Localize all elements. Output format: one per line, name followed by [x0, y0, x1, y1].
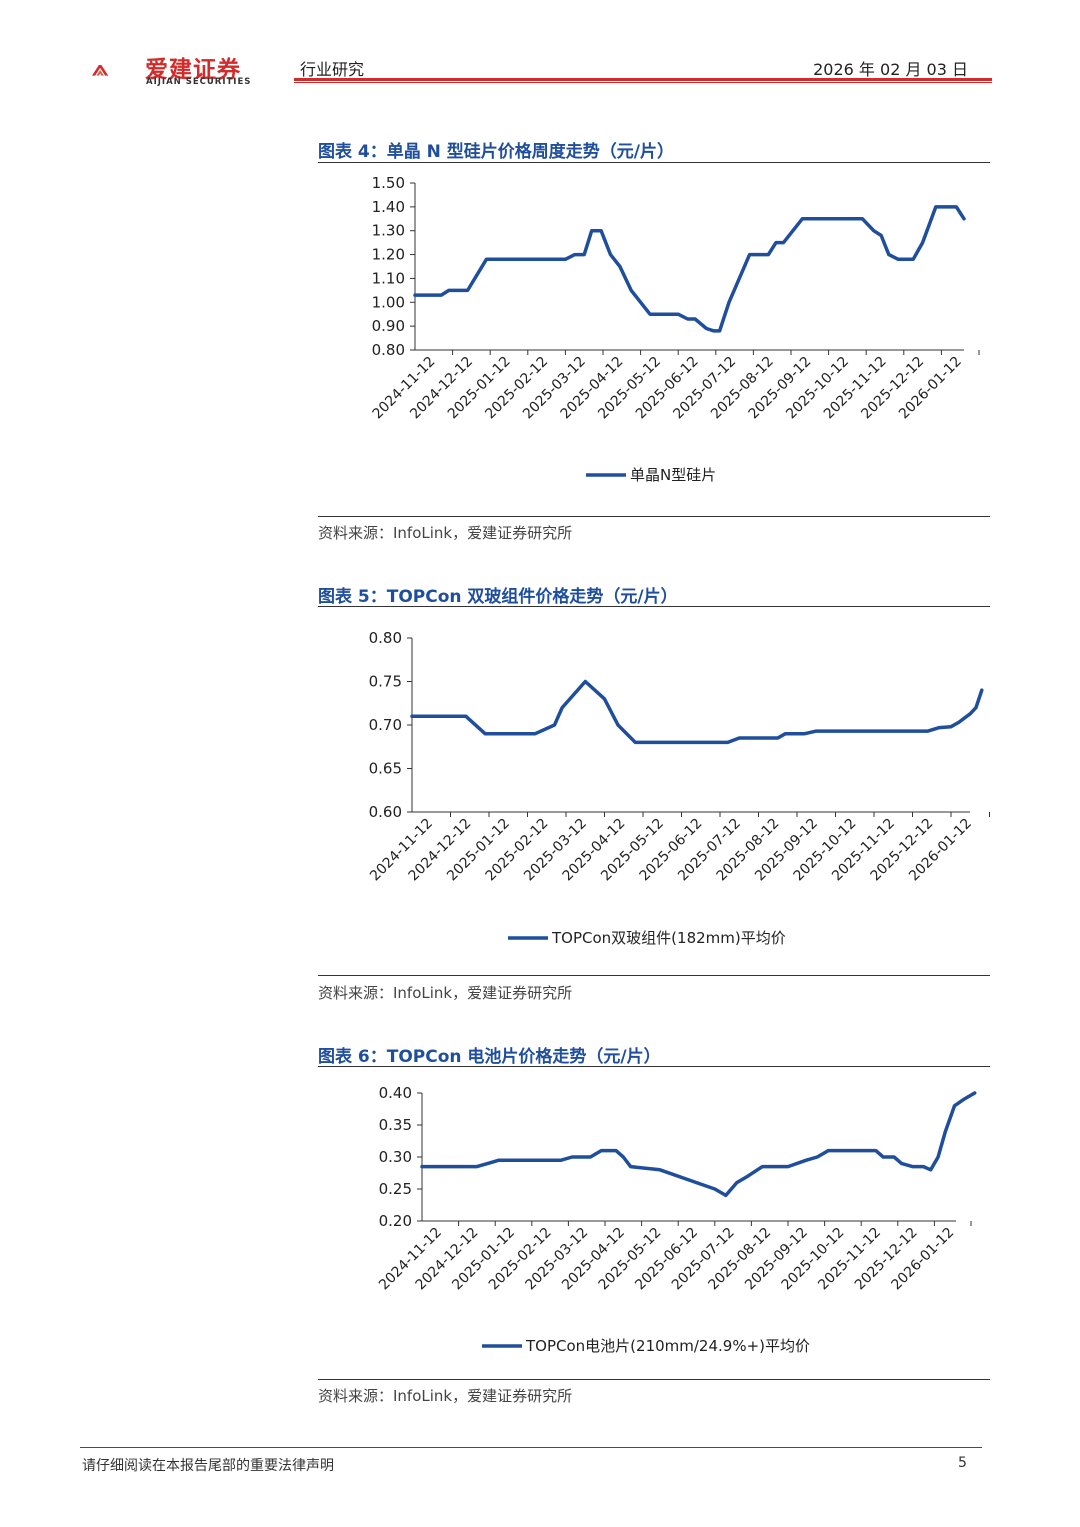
y-tick-label: 0.20 — [379, 1212, 412, 1230]
y-tick-label: 1.00 — [372, 293, 405, 311]
y-tick-label: 1.50 — [372, 174, 405, 192]
footer-divider — [80, 1447, 982, 1448]
figure-4-bottom-rule — [318, 516, 990, 517]
figure-6-title: 图表 6：TOPCon 电池片价格走势（元/片） — [318, 1047, 661, 1067]
y-tick-label: 1.30 — [372, 222, 405, 240]
y-tick-label: 0.60 — [369, 803, 402, 821]
company-logo-icon — [92, 65, 109, 76]
series-line — [420, 1091, 977, 1198]
figure-5-chart: 0.600.650.700.750.802024-11-122024-12-12… — [367, 629, 990, 947]
y-tick-label: 1.10 — [372, 269, 405, 287]
logo-cn-text: 爱建证券 — [145, 57, 241, 83]
figure-5-bottom-rule — [318, 975, 990, 976]
figure-5-title: 图表 5：TOPCon 双玻组件价格走势（元/片） — [318, 587, 678, 607]
y-tick-label: 0.30 — [379, 1148, 412, 1166]
figure-5-source: 资料来源：InfoLink，爱建证券研究所 — [318, 984, 573, 1002]
y-tick-label: 0.70 — [369, 716, 402, 734]
y-tick-label: 1.20 — [372, 246, 405, 264]
y-tick-label: 0.25 — [379, 1180, 412, 1198]
legend-label: 单晶N型硅片 — [630, 466, 716, 484]
figure-6-bottom-rule — [318, 1379, 990, 1380]
y-tick-label: 0.75 — [369, 673, 402, 691]
footer-disclaimer: 请仔细阅读在本报告尾部的重要法律声明 — [82, 1458, 334, 1474]
y-tick-label: 0.35 — [379, 1116, 412, 1134]
y-tick-label: 0.90 — [372, 317, 405, 335]
figure-4-top-rule — [318, 162, 990, 163]
figure-6-chart: 0.200.250.300.350.402024-11-122024-12-12… — [376, 1084, 977, 1355]
y-tick-label: 0.80 — [372, 341, 405, 359]
logo-en-text: AIJIAN SECURITIES — [146, 77, 252, 87]
y-tick-label: 0.40 — [379, 1084, 412, 1102]
legend-label: TOPCon双玻组件(182mm)平均价 — [551, 929, 786, 947]
page-number: 5 — [958, 1455, 967, 1471]
y-tick-label: 0.80 — [369, 629, 402, 647]
legend-label: TOPCon电池片(210mm/24.9%+)平均价 — [525, 1337, 810, 1355]
figure-5-top-rule — [318, 606, 990, 607]
figure-6-source: 资料来源：InfoLink，爱建证券研究所 — [318, 1387, 573, 1405]
series-line — [413, 205, 966, 333]
series-line — [410, 679, 984, 745]
figure-4-source: 资料来源：InfoLink，爱建证券研究所 — [318, 524, 573, 542]
header-divider-thin — [294, 82, 992, 83]
y-tick-label: 1.40 — [372, 198, 405, 216]
header-divider — [294, 78, 992, 81]
report-category: 行业研究 — [300, 60, 365, 79]
figure-4-chart: 0.800.901.001.101.201.301.401.502024-11-… — [370, 174, 980, 484]
figure-4-title: 图表 4：单晶 N 型硅片价格周度走势（元/片） — [318, 142, 675, 162]
y-tick-label: 0.65 — [369, 760, 402, 778]
report-date: 2026 年 02 月 03 日 — [813, 60, 968, 79]
figure-6-top-rule — [318, 1066, 990, 1067]
